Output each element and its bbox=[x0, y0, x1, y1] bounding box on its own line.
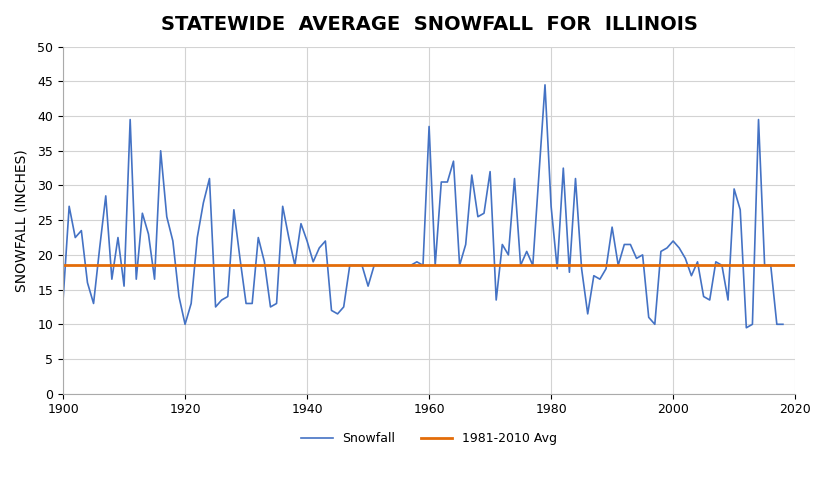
Snowfall bbox=[643, 314, 653, 320]
Line: Snowfall: Snowfall bbox=[63, 85, 783, 328]
Snowfall bbox=[742, 325, 752, 331]
Snowfall bbox=[589, 273, 599, 279]
Snowfall bbox=[681, 255, 691, 261]
Title: STATEWIDE  AVERAGE  SNOWFALL  FOR  ILLINOIS: STATEWIDE AVERAGE SNOWFALL FOR ILLINOIS bbox=[160, 15, 697, 34]
Snowfall bbox=[58, 297, 68, 303]
Snowfall bbox=[540, 82, 550, 88]
Legend: Snowfall, 1981-2010 Avg: Snowfall, 1981-2010 Avg bbox=[297, 427, 562, 450]
Snowfall bbox=[479, 210, 489, 216]
Snowfall bbox=[778, 321, 788, 327]
Snowfall bbox=[284, 235, 294, 241]
Snowfall bbox=[205, 176, 215, 182]
Y-axis label: SNOWFALL (INCHES): SNOWFALL (INCHES) bbox=[15, 149, 29, 292]
